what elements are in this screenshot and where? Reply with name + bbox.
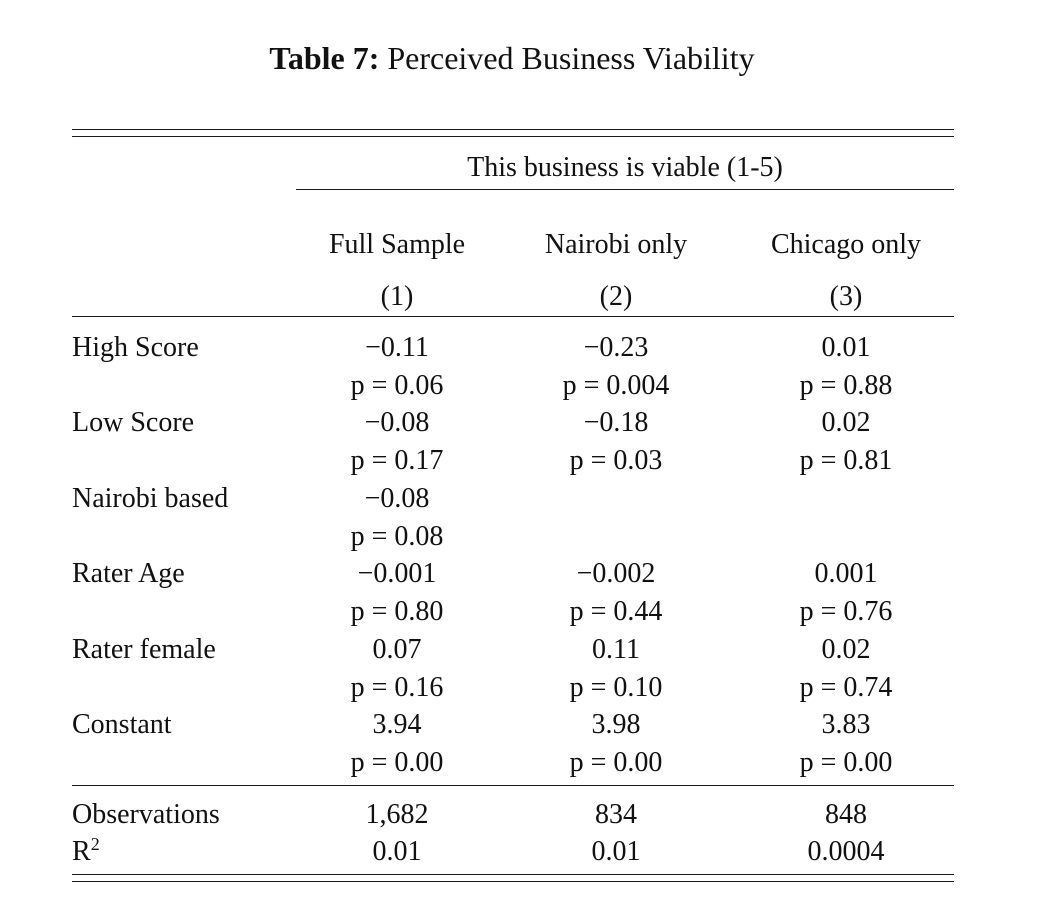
rater-age-pvalue-3: p = 0.76 xyxy=(799,596,893,628)
r-squared-superscript: 2 xyxy=(90,834,100,854)
row-label-nairobi-based: Nairobi based xyxy=(72,482,229,514)
constant-coef-1: 3.94 xyxy=(372,709,422,740)
observations-value-2: 834 xyxy=(595,799,637,830)
top-rule-2 xyxy=(72,136,954,137)
observations-value-1: 1,682 xyxy=(365,799,429,830)
row-label-rater-age: Rater Age xyxy=(72,558,185,590)
column-number-1: (1) xyxy=(380,281,414,312)
low-score-coef-3: 0.02 xyxy=(821,407,871,439)
rater-age-coef-1: −0.001 xyxy=(357,558,437,590)
constant-pvalue-2: p = 0.00 xyxy=(569,747,663,778)
dependent-variable-rule xyxy=(296,189,954,190)
nairobi-based-coef-1: −0.08 xyxy=(364,482,430,514)
r-squared-letter: R xyxy=(72,836,91,867)
rater-female-coef-2: 0.11 xyxy=(592,633,640,665)
bottom-rule-1 xyxy=(72,874,954,875)
constant-pvalue-1: p = 0.00 xyxy=(350,747,444,778)
observations-value-3: 848 xyxy=(825,799,867,830)
header-rule xyxy=(72,316,954,317)
r-squared-value-3: 0.0004 xyxy=(807,836,885,867)
bottom-rule-2 xyxy=(72,881,954,882)
column-header-3: Chicago only xyxy=(770,229,922,260)
high-score-pvalue-1: p = 0.06 xyxy=(350,370,444,401)
r-squared-value-1: 0.01 xyxy=(372,836,422,867)
rater-female-coef-3: 0.02 xyxy=(821,633,871,665)
high-score-coef-3: 0.01 xyxy=(821,332,871,363)
stat-label-r-squared: R2 xyxy=(72,834,100,870)
rater-age-coef-3: 0.001 xyxy=(814,558,878,590)
low-score-pvalue-2: p = 0.03 xyxy=(569,445,663,477)
constant-coef-3: 3.83 xyxy=(821,709,871,740)
rater-female-pvalue-3: p = 0.74 xyxy=(799,671,893,703)
column-number-3: (3) xyxy=(829,281,863,312)
high-score-coef-1: −0.11 xyxy=(365,332,429,363)
low-score-pvalue-1: p = 0.17 xyxy=(350,445,444,477)
r-squared-value-2: 0.01 xyxy=(591,836,641,867)
row-label-rater-female: Rater female xyxy=(72,633,216,665)
table-caption-label: Table 7: xyxy=(269,40,380,76)
high-score-pvalue-3: p = 0.88 xyxy=(799,370,893,401)
rater-female-coef-1: 0.07 xyxy=(372,633,422,665)
column-number-2: (2) xyxy=(599,281,633,312)
rater-age-pvalue-2: p = 0.44 xyxy=(569,596,663,628)
nairobi-based-pvalue-1: p = 0.08 xyxy=(350,520,444,552)
row-label-high-score: High Score xyxy=(72,332,199,363)
top-rule-1 xyxy=(72,129,954,130)
low-score-coef-1: −0.08 xyxy=(364,407,430,439)
high-score-pvalue-2: p = 0.004 xyxy=(562,370,670,401)
rater-age-coef-2: −0.002 xyxy=(576,558,656,590)
rater-female-pvalue-1: p = 0.16 xyxy=(350,671,444,703)
stat-label-observations: Observations xyxy=(72,799,220,830)
row-label-low-score: Low Score xyxy=(72,407,195,439)
low-score-coef-2: −0.18 xyxy=(583,407,649,439)
dependent-variable-header: This business is viable (1-5) xyxy=(467,152,783,183)
table-caption: Table 7: Perceived Business Viability xyxy=(0,40,1024,77)
rater-age-pvalue-1: p = 0.80 xyxy=(350,596,444,628)
rater-female-pvalue-2: p = 0.10 xyxy=(569,671,663,703)
low-score-pvalue-3: p = 0.81 xyxy=(799,445,893,477)
body-bottom-rule xyxy=(72,785,954,786)
row-label-constant: Constant xyxy=(72,709,172,740)
table-caption-title: Perceived Business Viability xyxy=(387,40,755,76)
column-header-1: Full Sample xyxy=(328,229,466,260)
high-score-coef-2: −0.23 xyxy=(583,332,649,363)
column-header-2: Nairobi only xyxy=(544,229,688,260)
constant-coef-2: 3.98 xyxy=(591,709,641,740)
constant-pvalue-3: p = 0.00 xyxy=(799,747,893,778)
